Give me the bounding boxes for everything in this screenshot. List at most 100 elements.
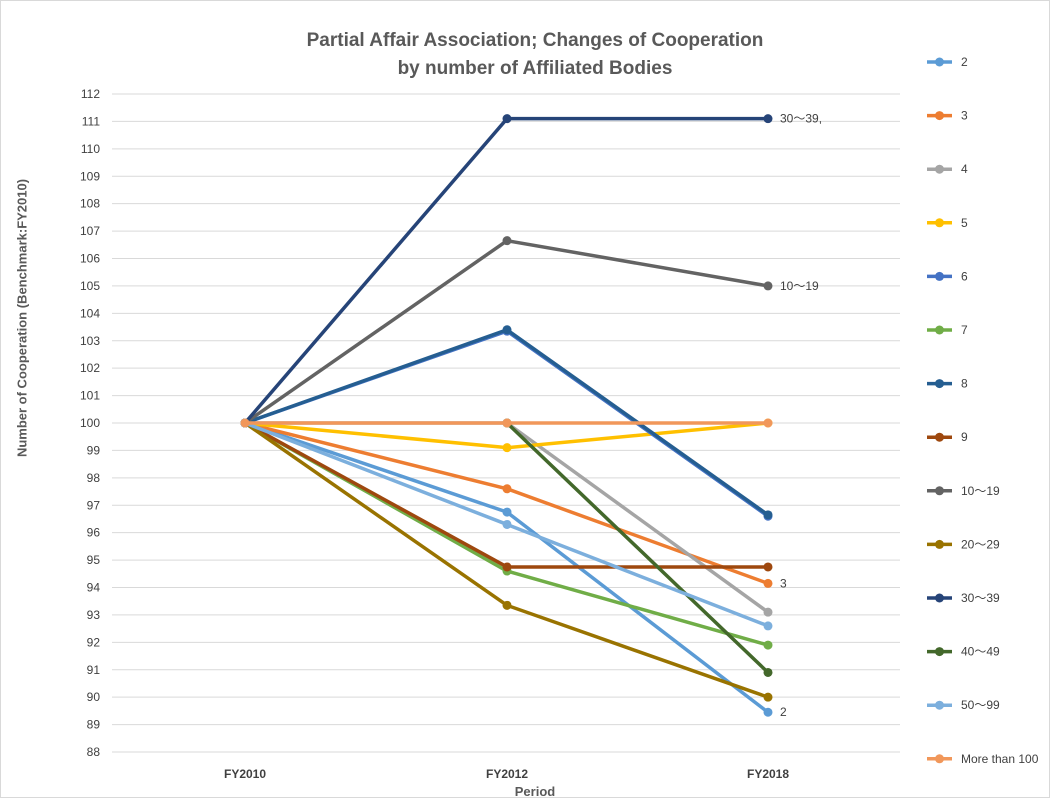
y-tick-label: 108 bbox=[80, 197, 100, 211]
y-tick-label: 103 bbox=[80, 334, 100, 348]
y-axis-label: Number of Cooperation (Benchmark:FY2010) bbox=[14, 178, 30, 458]
legend-label: 40～49 bbox=[961, 645, 1000, 659]
legend-entry: 8 bbox=[927, 377, 968, 391]
y-tick-label: 111 bbox=[82, 114, 101, 128]
data-point bbox=[763, 707, 773, 717]
y-tick-label: 106 bbox=[80, 252, 100, 266]
y-tick-label: 107 bbox=[80, 224, 100, 238]
data-point bbox=[763, 621, 773, 631]
data-point bbox=[502, 443, 512, 453]
y-tick-label: 91 bbox=[87, 663, 101, 677]
y-tick-label: 110 bbox=[81, 142, 100, 156]
data-point bbox=[763, 562, 773, 572]
legend-swatch-marker bbox=[935, 486, 944, 496]
series-line bbox=[243, 421, 770, 647]
data-point bbox=[763, 510, 773, 520]
legend-swatch-marker bbox=[935, 432, 944, 442]
series-lines bbox=[240, 114, 773, 717]
data-point bbox=[502, 236, 512, 246]
legend-label: 5 bbox=[961, 216, 968, 230]
legend-label: 6 bbox=[961, 269, 968, 283]
y-tick-label: 112 bbox=[81, 87, 100, 101]
y-tick-label: 109 bbox=[80, 169, 100, 183]
legend-entry: 2 bbox=[927, 55, 968, 69]
legend-label: 7 bbox=[961, 323, 968, 337]
legend-label: 8 bbox=[961, 377, 968, 391]
legend-entry: More than 100 bbox=[927, 752, 1039, 766]
y-tick-label: 92 bbox=[87, 635, 101, 649]
data-point bbox=[763, 281, 773, 291]
legend-swatch-marker bbox=[935, 539, 944, 549]
legend-swatch-marker bbox=[935, 57, 944, 67]
data-point bbox=[763, 640, 773, 650]
data-point bbox=[763, 578, 773, 588]
y-tick-label: 96 bbox=[87, 526, 101, 540]
y-tick-label: 93 bbox=[87, 608, 101, 622]
legend-entry: 9 bbox=[927, 430, 968, 444]
y-tick-label: 102 bbox=[80, 361, 100, 375]
legend-label: 10～19 bbox=[961, 484, 1000, 498]
legend-entry: 40～49 bbox=[927, 645, 1000, 659]
y-tick-label: 95 bbox=[87, 553, 101, 567]
x-tick-label: FY2010 bbox=[224, 767, 266, 781]
legend-swatch-marker bbox=[935, 700, 944, 710]
legend-swatch-marker bbox=[935, 218, 944, 228]
legend-label: 50～99 bbox=[961, 698, 1000, 712]
legend-swatch-marker bbox=[935, 325, 944, 335]
series-line bbox=[505, 421, 770, 675]
legend-entry: 4 bbox=[927, 162, 968, 176]
legend-swatch-marker bbox=[935, 271, 944, 281]
data-point bbox=[763, 114, 773, 124]
legend-label: More than 100 bbox=[961, 752, 1039, 766]
y-tick-label: 90 bbox=[87, 690, 101, 704]
data-point bbox=[502, 484, 512, 494]
data-label: 30～39, bbox=[780, 112, 822, 126]
data-point bbox=[502, 519, 512, 529]
x-axis-label: Period bbox=[514, 784, 556, 799]
y-tick-label: 100 bbox=[80, 416, 100, 430]
legend-entry: 6 bbox=[927, 269, 968, 283]
chart-subtitle: by number of Affiliated Bodies bbox=[397, 58, 673, 79]
legend-swatch-marker bbox=[935, 593, 944, 603]
data-point bbox=[240, 418, 250, 428]
legend-label: 3 bbox=[961, 109, 968, 123]
legend: 2 3 4 5 6 7 8 9 10～19 20～29 30～39 40～49 50～99 More th… bbox=[927, 55, 1039, 766]
legend-entry: 10～19 bbox=[927, 484, 1000, 498]
data-label: 10～19 bbox=[780, 279, 819, 293]
data-point bbox=[502, 114, 512, 124]
legend-label: 30～39 bbox=[961, 591, 1000, 605]
legend-label: 2 bbox=[961, 55, 968, 69]
y-tick-label: 105 bbox=[80, 279, 100, 293]
legend-label: 9 bbox=[961, 430, 968, 444]
data-point bbox=[763, 607, 773, 617]
y-tick-label: 99 bbox=[87, 443, 101, 457]
chart-title: Partial Affair Association; Changes of C… bbox=[306, 30, 764, 51]
legend-entry: 7 bbox=[927, 323, 968, 337]
data-point bbox=[763, 418, 773, 428]
legend-entry: 5 bbox=[927, 216, 968, 230]
data-label: 2 bbox=[780, 705, 787, 719]
y-tick-label: 89 bbox=[87, 718, 101, 732]
x-tick-label: FY2018 bbox=[747, 767, 789, 781]
data-point bbox=[502, 507, 512, 517]
y-tick-label: 97 bbox=[87, 498, 101, 512]
data-point bbox=[502, 600, 512, 610]
data-point bbox=[502, 325, 512, 335]
data-label: 3 bbox=[780, 576, 787, 590]
data-point bbox=[502, 562, 512, 572]
y-tick-label: 88 bbox=[87, 745, 101, 759]
data-point bbox=[502, 418, 512, 428]
data-point bbox=[763, 692, 773, 702]
legend-entry: 30～39 bbox=[927, 591, 1000, 605]
x-tick-labels: FY2010 FY2012 FY2018 bbox=[224, 767, 789, 781]
y-tick-label: 101 bbox=[80, 389, 100, 403]
legend-entry: 3 bbox=[927, 109, 968, 123]
y-tick-label: 98 bbox=[87, 471, 101, 485]
legend-label: 20～29 bbox=[961, 537, 1000, 551]
legend-label: 4 bbox=[961, 162, 968, 176]
legend-swatch-marker bbox=[935, 647, 944, 657]
legend-swatch-marker bbox=[935, 379, 944, 389]
data-annotations: 30～39, 10～19 3 2 bbox=[780, 112, 822, 720]
